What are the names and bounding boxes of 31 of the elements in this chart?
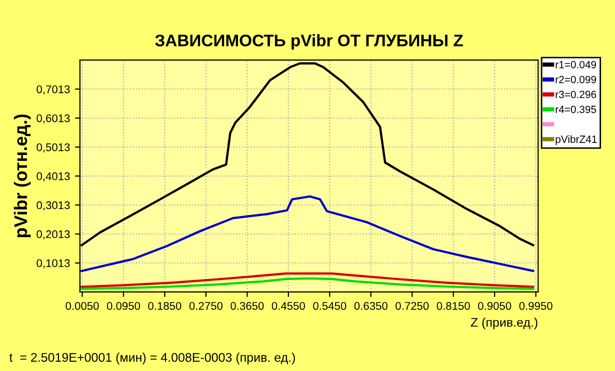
line-series: [80, 272, 534, 288]
legend-label: r2=0.099: [556, 76, 596, 84]
x-tick-label: 0.2750: [189, 302, 223, 310]
y-tick-label: 0,4013: [36, 172, 70, 182]
y-axis-title: pVibr (отн.ед.): [14, 114, 31, 238]
x-tick-label: 0.1850: [148, 302, 182, 310]
x-tick-label: 0.4550: [272, 302, 305, 310]
text: t = 2.5019E+0001 (мин) = 4.008E-0003 (прив. ед.): [9, 352, 295, 364]
x-axis-title: Z (прив.ед.): [470, 318, 538, 330]
x-tick-label: 0.8150: [436, 302, 470, 310]
x-tick-label: 0.9050: [478, 302, 512, 310]
line-series: [80, 277, 534, 290]
x-tick-label: 0.7250: [396, 302, 429, 310]
x-tick-label: 0.5450: [313, 302, 346, 310]
legend-label: r1=0.049: [556, 60, 596, 68]
line-series: [80, 195, 534, 272]
x-tick-label: 0.6350: [354, 302, 388, 310]
legend-label: pVibrZ41: [556, 135, 597, 145]
y-tick-label: 0,3013: [36, 201, 70, 210]
x-tick-label: 0.3650: [230, 302, 264, 310]
y-tick-label: 0,7013: [36, 85, 70, 95]
x-tick-label: 0.0050: [66, 302, 99, 310]
x-tick-label: 0.9950: [519, 302, 552, 310]
chart-title: ЗАВИСИМОСТЬ pVibr ОТ ГЛУБИНЫ Z: [155, 34, 463, 50]
x-tick-label: 0.0950: [106, 302, 140, 310]
y-tick-label: 0,5013: [36, 143, 70, 153]
y-tick-label: 0,2013: [36, 230, 70, 240]
legend-label: r4=0.395: [556, 106, 596, 114]
y-tick-label: 0,1013: [36, 259, 70, 268]
y-tick-label: 0,6013: [36, 114, 70, 124]
legend-label: r3=0.296: [556, 90, 596, 98]
